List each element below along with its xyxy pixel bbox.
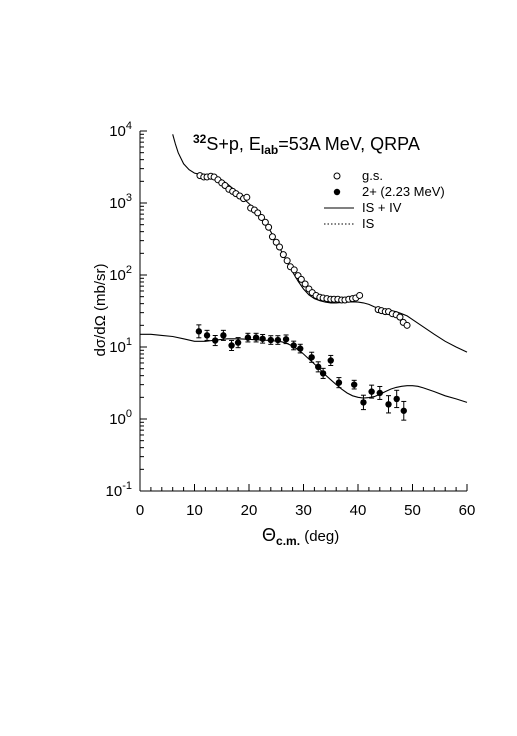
title-mass-number: 32	[193, 132, 207, 146]
x-axis-title-main: Θ	[262, 525, 276, 545]
chart-title: 32S+p, Elab=53A MeV, QRPA	[193, 132, 420, 157]
point-gs	[268, 233, 276, 241]
x-axis-title: Θc.m. (deg)	[262, 525, 339, 548]
point-gs	[396, 313, 404, 321]
point-2plus	[290, 342, 297, 349]
point-gs	[276, 243, 284, 251]
point-2plus	[319, 370, 327, 377]
y-axis: 10-1 100 101 102 103 104	[106, 120, 147, 500]
title-part1: S+p, E	[206, 134, 261, 154]
point-2plus	[212, 337, 219, 344]
x-tick-label: 10	[186, 502, 203, 519]
point-2plus	[297, 345, 304, 352]
y-tick-label: 10-1	[106, 480, 132, 500]
point-2plus	[360, 399, 367, 406]
point-gs	[301, 280, 309, 288]
x-tick-label: 0	[136, 502, 144, 519]
x-axis-title-subscript: c.m.	[276, 534, 300, 548]
x-tick-label: 40	[350, 502, 367, 519]
y-tick-label: 104	[109, 120, 132, 140]
point-2plus	[228, 342, 235, 349]
point-2plus	[195, 328, 203, 335]
point-2plus	[335, 379, 343, 386]
y-tick-label: 103	[109, 192, 132, 212]
point-2plus	[282, 336, 290, 343]
point-2plus	[252, 334, 260, 341]
point-gs	[283, 257, 291, 265]
legend-label: g.s.	[362, 168, 383, 183]
point-gs	[258, 213, 266, 221]
x-tick-label: 20	[241, 502, 258, 519]
point-gs	[356, 291, 364, 299]
title-part2: =53A MeV, QRPA	[278, 134, 420, 154]
point-gs	[272, 238, 280, 246]
point-gs	[403, 321, 411, 329]
point-gs	[279, 251, 287, 259]
point-gs	[290, 266, 298, 274]
point-2plus	[308, 354, 315, 361]
legend-marker-open	[333, 172, 341, 180]
y-axis-title: dσ/dΩ (mb/sr)	[92, 264, 109, 357]
x-tick-label: 50	[404, 502, 421, 519]
x-axis: 0 10 20 30 40 50 60	[136, 484, 476, 519]
point-2plus	[350, 381, 358, 388]
point-2plus	[220, 332, 227, 339]
point-gs	[254, 209, 262, 217]
x-tick-label: 60	[459, 502, 476, 519]
point-2plus	[315, 363, 322, 371]
point-2plus	[368, 388, 375, 395]
legend-marker-filled	[333, 188, 341, 196]
y-tick-label: 101	[109, 336, 132, 356]
point-gs	[265, 223, 273, 231]
y-tick-label: 100	[109, 408, 132, 428]
point-gs	[297, 275, 305, 283]
y-tick-label: 102	[109, 264, 132, 284]
point-2plus	[244, 334, 252, 341]
legend-label: IS + IV	[362, 200, 402, 215]
x-tick-label: 30	[295, 502, 312, 519]
point-2plus	[376, 389, 383, 397]
point-2plus	[385, 401, 392, 408]
point-2plus	[259, 335, 266, 342]
x-axis-title-unit: (deg)	[300, 528, 339, 545]
title-subscript: lab	[261, 143, 278, 157]
legend-label: 2+ (2.23 MeV)	[362, 184, 445, 199]
point-2plus	[267, 336, 274, 344]
point-2plus	[400, 407, 407, 414]
point-2plus	[274, 336, 282, 344]
point-2plus	[234, 339, 242, 346]
point-gs	[261, 218, 269, 226]
data-points	[195, 172, 411, 421]
point-2plus	[393, 395, 400, 403]
point-gs	[243, 193, 251, 201]
point-2plus	[327, 357, 334, 364]
point-2plus	[203, 332, 211, 339]
legend-label: IS	[362, 216, 375, 231]
